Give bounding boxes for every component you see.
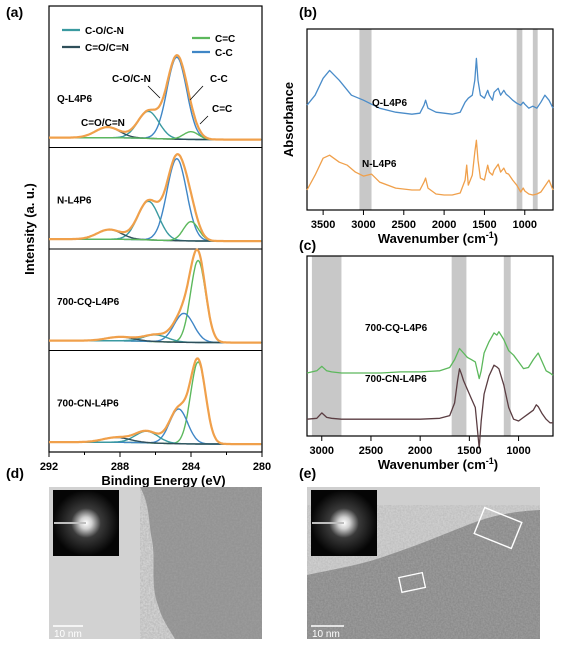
peak-annotation: C-C <box>210 74 228 85</box>
x-tick-label: 292 <box>40 461 58 473</box>
sample-label: 700-CQ-L4P6 <box>57 297 120 308</box>
legend-entry: C-O/C-N <box>85 26 124 37</box>
highlight-band <box>359 29 372 210</box>
sample-label: N-L4P6 <box>57 195 92 206</box>
annotation-pointer <box>147 85 161 99</box>
panel-label-c: (c) <box>299 237 316 253</box>
scale-bar-label-e: 10 nm <box>312 629 340 640</box>
sample-label: Q-L4P6 <box>57 94 92 105</box>
x-tick-label: 2000 <box>408 445 432 457</box>
highlight-band <box>532 29 538 210</box>
legend-entry: C=C <box>215 34 235 45</box>
envelope-curve <box>49 54 262 141</box>
peak-annotation: C=O/C=N <box>81 118 125 129</box>
x-tick-label: 3000 <box>310 445 334 457</box>
xps-subplot: N-L4P6 <box>49 153 262 243</box>
ftir-frame <box>306 28 554 211</box>
x-axis-label: Binding Energy (eV) <box>101 473 225 488</box>
x-tick-label: 1000 <box>513 219 537 231</box>
legend-entry: C-C <box>215 48 233 59</box>
series-label: N-L4P6 <box>362 159 397 170</box>
legend-entry: C=O/C=N <box>85 43 129 54</box>
spectrum-line <box>306 331 554 380</box>
series-label: 700-CN-L4P6 <box>365 374 427 385</box>
ftir-panel-b: Q-L4P6 N-L4P6 3500 3000 2500 2000 1500 1000 Wave… <box>281 28 554 246</box>
x-tick-label: 1500 <box>472 219 496 231</box>
x-tick-label: 2000 <box>432 219 456 231</box>
x-tick-label: 3000 <box>351 219 375 231</box>
component-peak <box>49 200 262 242</box>
xps-subplot: Q-L4P6 <box>49 54 262 141</box>
highlight-band <box>516 29 523 210</box>
component-peak <box>49 312 262 344</box>
x-tick-label: 3500 <box>311 219 335 231</box>
xps-panel: C-O/C-N C=O/C=N C=C C-C Q-L4P6 N-L4P6 700-CQ-L… <box>22 5 271 488</box>
x-axis-label: Wavenumber (cm-1) <box>378 230 498 246</box>
panel-label-b: (b) <box>299 4 317 20</box>
spectrum-line <box>306 57 554 115</box>
annotation-pointer <box>189 85 204 101</box>
tem-image-e: 10 nm <box>307 487 540 640</box>
envelope-curve <box>49 153 262 243</box>
x-tick-label: 288 <box>111 461 129 473</box>
envelope-curve <box>49 248 262 344</box>
highlight-band <box>311 256 342 436</box>
y-axis-label: Intensity (a. u.) <box>22 183 37 275</box>
x-tick-label: 1000 <box>506 445 530 457</box>
panel-label-a: (a) <box>6 4 23 20</box>
panel-label-d: (d) <box>6 465 24 481</box>
y-axis-label: Absorbance <box>281 82 296 157</box>
x-tick-label: 1500 <box>457 445 481 457</box>
ftir-panel-c: 700-CQ-L4P6 700-CN-L4P6 3000 2500 2000 1500 10… <box>306 255 554 472</box>
tem-image-d: 10 nm <box>49 487 262 640</box>
x-tick-label: 2500 <box>392 219 416 231</box>
peak-annotation: C-O/C-N <box>112 74 151 85</box>
x-axis-label: Wavenumber (cm-1) <box>378 456 498 472</box>
sample-label: 700-CN-L4P6 <box>57 398 119 409</box>
x-tick-label: 284 <box>182 461 201 473</box>
scale-bar-label-d: 10 nm <box>54 629 82 640</box>
annotation-pointer <box>199 115 209 125</box>
x-tick-label: 280 <box>253 461 271 473</box>
highlight-box-large <box>473 506 523 550</box>
peak-annotation: C=C <box>212 104 232 115</box>
highlight-band <box>451 256 467 436</box>
ftir-frame <box>306 255 554 437</box>
highlight-box-small <box>398 571 427 594</box>
x-tick-label: 2500 <box>359 445 383 457</box>
panel-label-e: (e) <box>299 465 316 481</box>
component-peak <box>49 408 262 445</box>
series-label: Q-L4P6 <box>372 98 407 109</box>
xps-subplot: 700-CN-L4P6 <box>49 357 262 446</box>
xps-subplot: 700-CQ-L4P6 <box>49 248 262 344</box>
spectrum-line <box>306 139 554 196</box>
xps-frame <box>48 5 263 453</box>
series-label: 700-CQ-L4P6 <box>365 323 428 334</box>
envelope-curve <box>49 357 262 446</box>
spectrum-line <box>306 364 553 449</box>
